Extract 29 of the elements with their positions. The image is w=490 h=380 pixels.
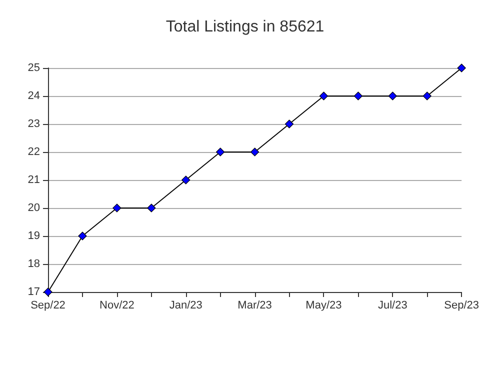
x-tick-label: Mar/23 xyxy=(238,300,272,312)
y-tick-label: 20 xyxy=(28,202,40,214)
y-tick-label: 25 xyxy=(28,62,40,74)
y-tick-label: 23 xyxy=(28,118,40,130)
x-tick-label: Sep/22 xyxy=(30,300,66,312)
point xyxy=(354,92,362,100)
point xyxy=(388,92,397,100)
point xyxy=(182,176,190,184)
point xyxy=(112,204,122,212)
y-tick-label: 24 xyxy=(28,90,40,102)
x-tick-label: May/23 xyxy=(306,300,342,312)
y-tick-label: 22 xyxy=(28,146,40,158)
point xyxy=(216,148,225,156)
y-tick-label: 17 xyxy=(28,286,40,298)
x-tick-label: Jul/23 xyxy=(378,300,408,312)
point xyxy=(147,204,156,212)
y-tick-label: 19 xyxy=(28,230,40,242)
x-tick-label: Jan/23 xyxy=(169,300,202,312)
point xyxy=(250,148,260,156)
point xyxy=(319,92,328,100)
y-tick-label: 18 xyxy=(28,258,40,270)
point xyxy=(422,92,432,100)
x-tick-label: Sep/23 xyxy=(444,300,480,312)
y-tick-label: 21 xyxy=(28,174,40,186)
x-tick-label: Nov/22 xyxy=(100,300,134,312)
chart-title: Total Listings in 85621 xyxy=(166,18,324,36)
point xyxy=(284,120,294,128)
point xyxy=(457,64,466,72)
point xyxy=(78,232,87,240)
